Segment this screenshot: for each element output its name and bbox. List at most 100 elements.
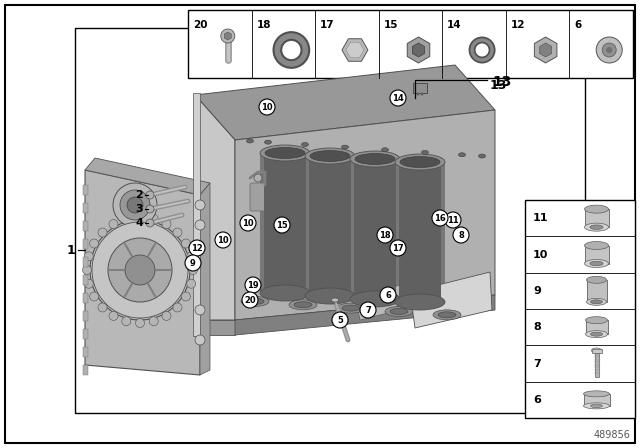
Ellipse shape (260, 285, 310, 301)
Polygon shape (225, 32, 231, 40)
Polygon shape (193, 93, 200, 336)
FancyBboxPatch shape (83, 221, 88, 231)
Text: 15: 15 (276, 220, 288, 229)
Circle shape (122, 317, 131, 326)
Ellipse shape (395, 154, 445, 170)
FancyBboxPatch shape (83, 347, 88, 357)
Polygon shape (195, 320, 235, 335)
FancyBboxPatch shape (83, 365, 88, 375)
Circle shape (90, 239, 99, 248)
Text: 10: 10 (242, 219, 254, 228)
Text: 11: 11 (447, 215, 459, 224)
Circle shape (149, 317, 158, 326)
FancyBboxPatch shape (595, 350, 598, 376)
Circle shape (113, 183, 157, 227)
Text: 489856: 489856 (593, 430, 630, 440)
FancyBboxPatch shape (5, 5, 635, 443)
Circle shape (187, 252, 196, 261)
Ellipse shape (305, 148, 355, 164)
Circle shape (221, 29, 235, 43)
Circle shape (162, 220, 171, 228)
Ellipse shape (422, 151, 429, 155)
Text: 18: 18 (379, 231, 391, 240)
Ellipse shape (479, 154, 486, 158)
Circle shape (173, 303, 182, 312)
Polygon shape (85, 170, 200, 375)
Circle shape (420, 92, 424, 95)
Ellipse shape (590, 225, 603, 229)
Ellipse shape (265, 147, 305, 159)
FancyBboxPatch shape (83, 293, 88, 303)
Ellipse shape (301, 142, 308, 146)
Polygon shape (346, 42, 364, 58)
Circle shape (254, 174, 262, 182)
Ellipse shape (381, 148, 388, 152)
Ellipse shape (355, 154, 395, 164)
Text: 11: 11 (533, 213, 548, 223)
FancyBboxPatch shape (83, 257, 88, 267)
FancyBboxPatch shape (586, 320, 607, 334)
FancyBboxPatch shape (309, 156, 351, 296)
Text: 18: 18 (257, 20, 271, 30)
Circle shape (90, 220, 190, 320)
Text: 4: 4 (135, 218, 143, 228)
Circle shape (109, 311, 118, 320)
Circle shape (189, 240, 205, 256)
Text: 7: 7 (365, 306, 371, 314)
FancyBboxPatch shape (250, 183, 270, 211)
FancyBboxPatch shape (525, 200, 635, 418)
Circle shape (360, 302, 376, 318)
FancyBboxPatch shape (586, 280, 607, 302)
Text: 6: 6 (575, 20, 582, 30)
Circle shape (215, 232, 231, 248)
Circle shape (242, 292, 258, 308)
Circle shape (187, 279, 196, 288)
FancyBboxPatch shape (264, 153, 306, 293)
Circle shape (195, 200, 205, 210)
Circle shape (98, 303, 107, 312)
Ellipse shape (246, 298, 264, 304)
Circle shape (98, 228, 107, 237)
FancyBboxPatch shape (591, 349, 602, 353)
Circle shape (136, 212, 145, 221)
Text: 13: 13 (490, 78, 508, 91)
FancyBboxPatch shape (584, 209, 609, 227)
Ellipse shape (264, 140, 271, 144)
Text: 14: 14 (392, 94, 404, 103)
Text: 10: 10 (261, 103, 273, 112)
Polygon shape (355, 282, 420, 320)
Circle shape (453, 227, 469, 243)
Circle shape (149, 214, 158, 223)
FancyBboxPatch shape (354, 159, 396, 299)
Text: 9: 9 (190, 258, 196, 267)
FancyBboxPatch shape (83, 185, 88, 195)
FancyBboxPatch shape (75, 28, 585, 413)
Text: 12: 12 (191, 244, 203, 253)
Ellipse shape (586, 298, 607, 306)
Polygon shape (235, 295, 495, 335)
Circle shape (195, 305, 205, 315)
Ellipse shape (390, 309, 408, 314)
Text: 16: 16 (434, 214, 446, 223)
Text: 17: 17 (320, 20, 335, 30)
Circle shape (120, 190, 150, 220)
Polygon shape (200, 183, 210, 375)
Ellipse shape (260, 145, 310, 161)
FancyBboxPatch shape (83, 275, 88, 285)
Circle shape (84, 279, 93, 288)
FancyBboxPatch shape (584, 246, 609, 263)
Circle shape (108, 238, 172, 302)
Text: 19: 19 (247, 280, 259, 289)
Polygon shape (534, 37, 557, 63)
Circle shape (122, 214, 131, 223)
Text: 2: 2 (135, 190, 143, 200)
Ellipse shape (586, 276, 607, 283)
Text: 12: 12 (511, 20, 525, 30)
Circle shape (259, 99, 275, 115)
FancyBboxPatch shape (584, 394, 609, 406)
Ellipse shape (294, 302, 312, 308)
Circle shape (195, 220, 205, 230)
Circle shape (92, 222, 188, 318)
Ellipse shape (586, 331, 607, 338)
Circle shape (162, 311, 171, 320)
